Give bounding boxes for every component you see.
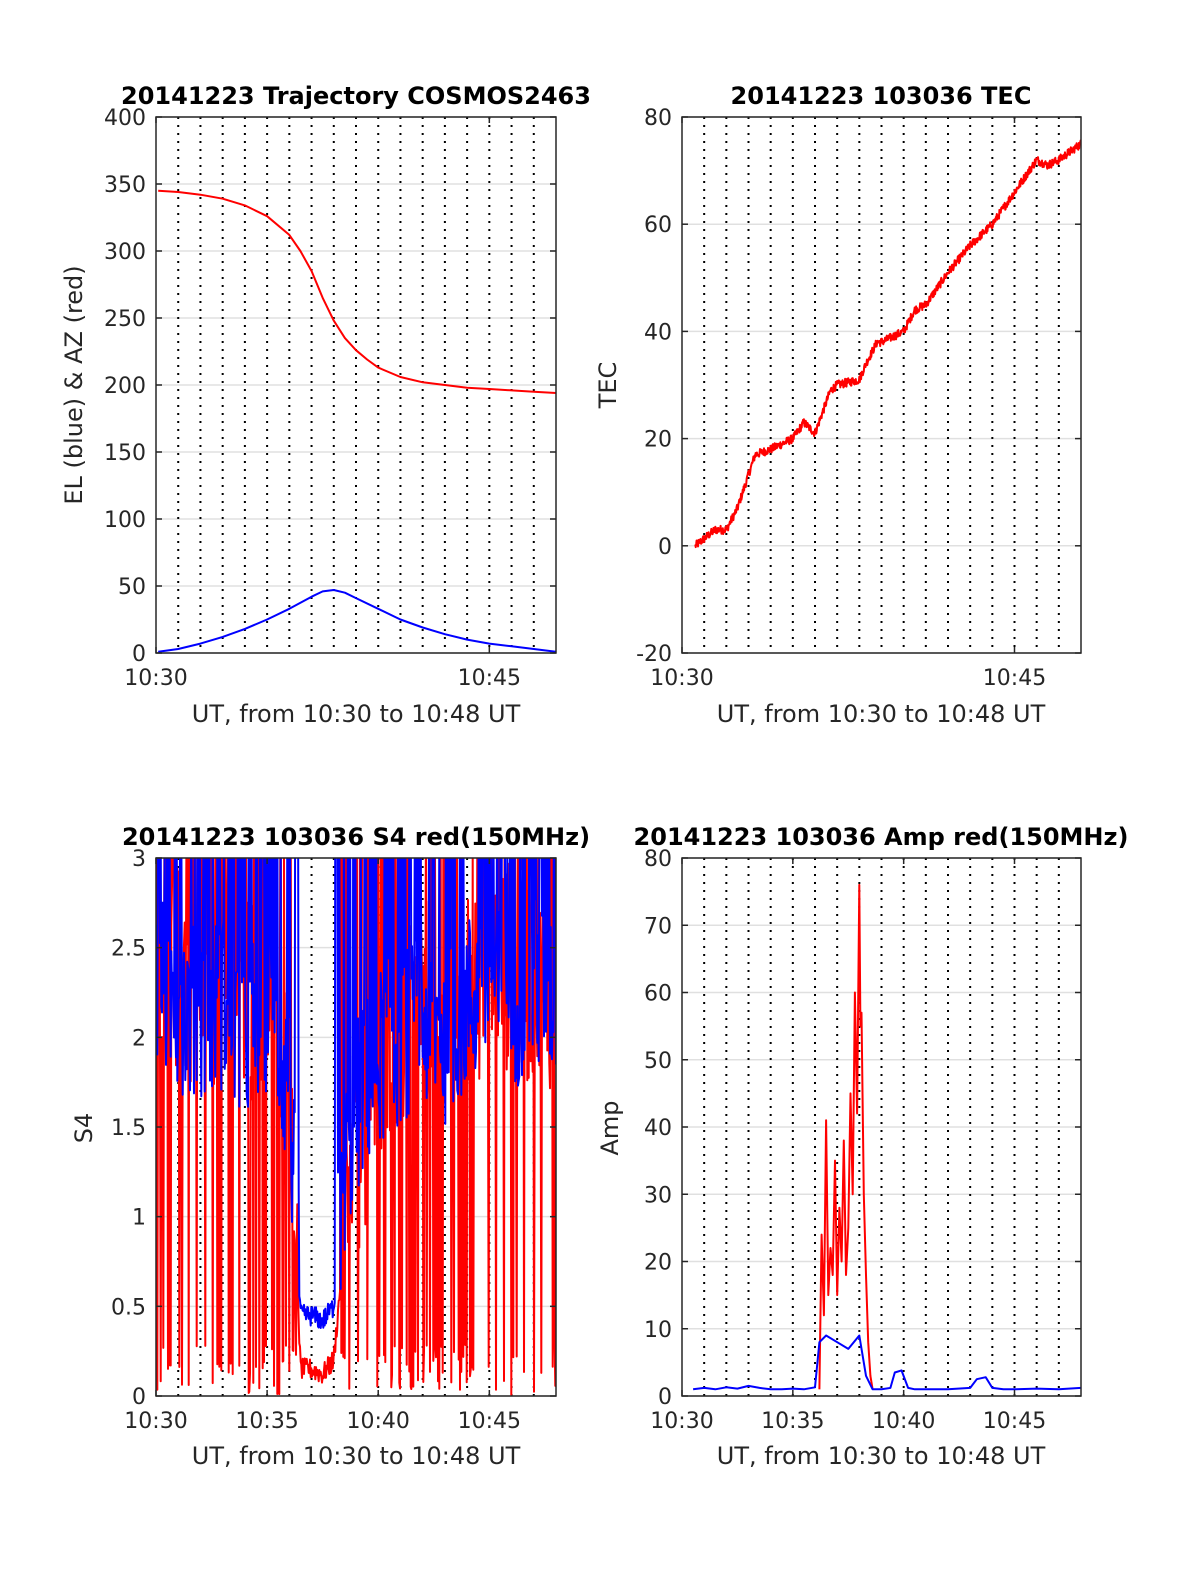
x-axis-label: UT, from 10:30 to 10:48 UT	[192, 1442, 521, 1470]
y-tick-label: 50	[644, 1049, 672, 1074]
y-tick-label: 350	[104, 173, 146, 198]
y-tick-label: 70	[644, 914, 672, 939]
y-tick-label: 30	[644, 1183, 672, 1208]
x-tick-label: 10:35	[235, 1409, 298, 1434]
y-tick-label: 0	[132, 642, 146, 667]
series-line-1	[692, 1334, 1081, 1391]
y-tick-label: 0.5	[111, 1295, 146, 1320]
series-line-0	[158, 189, 556, 394]
y-tick-label: 1	[132, 1206, 146, 1231]
chart-title: 20141223 103036 Amp red(150MHz)	[634, 823, 1129, 851]
y-tick-label: 10	[644, 1318, 672, 1343]
chart-tec: 20141223 103036 TEC UT, from 10:30 to 10…	[594, 82, 1082, 728]
series-line-0	[818, 883, 874, 1390]
x-tick-label: 10:45	[983, 666, 1046, 691]
y-tick-label: -20	[636, 642, 672, 667]
series-line-1	[156, 858, 556, 1329]
y-tick-label: 150	[104, 441, 146, 466]
y-axis-label: S4	[70, 1113, 98, 1144]
x-tick-label: 10:30	[124, 1409, 187, 1434]
x-tick-label: 10:40	[872, 1409, 935, 1434]
y-tick-label: 300	[104, 240, 146, 265]
series-line-0	[694, 139, 1081, 549]
y-tick-label: 60	[644, 982, 672, 1007]
y-tick-label: 0	[658, 535, 672, 560]
y-tick-label: 100	[104, 508, 146, 533]
x-tick-label: 10:45	[458, 666, 521, 691]
y-tick-label: 40	[644, 320, 672, 345]
y-tick-label: 2.5	[111, 937, 146, 962]
chart-title: 20141223 Trajectory COSMOS2463	[121, 82, 591, 110]
x-tick-label: 10:30	[650, 666, 713, 691]
x-axis-label: UT, from 10:30 to 10:48 UT	[717, 700, 1046, 728]
y-axis-label: Amp	[596, 1100, 624, 1155]
x-axis-label: UT, from 10:30 to 10:48 UT	[192, 700, 521, 728]
y-tick-label: 3	[132, 847, 146, 872]
chart-amp: 20141223 103036 Amp red(150MHz) UT, from…	[596, 823, 1128, 1470]
chart-title: 20141223 103036 S4 red(150MHz)	[122, 823, 590, 851]
y-tick-label: 60	[644, 213, 672, 238]
x-tick-label: 10:40	[347, 1409, 410, 1434]
chart-trajectory: 20141223 Trajectory COSMOS2463 UT, from …	[60, 82, 591, 728]
y-tick-label: 20	[644, 428, 672, 453]
y-tick-label: 200	[104, 374, 146, 399]
y-tick-label: 40	[644, 1116, 672, 1141]
y-tick-label: 80	[644, 106, 672, 131]
y-tick-label: 0	[132, 1385, 146, 1410]
y-tick-label: 50	[118, 575, 146, 600]
y-tick-label: 0	[658, 1385, 672, 1410]
series-line-1	[158, 589, 556, 653]
y-tick-label: 400	[104, 106, 146, 131]
y-tick-label: 80	[644, 847, 672, 872]
x-tick-label: 10:35	[761, 1409, 824, 1434]
y-tick-label: 2	[132, 1026, 146, 1051]
x-tick-label: 10:45	[458, 1409, 521, 1434]
x-tick-label: 10:30	[124, 666, 187, 691]
y-axis-label: TEC	[594, 362, 622, 410]
chart-title: 20141223 103036 TEC	[731, 82, 1032, 110]
y-tick-label: 1.5	[111, 1116, 146, 1141]
y-tick-label: 20	[644, 1251, 672, 1276]
y-axis-label: EL (blue) & AZ (red)	[60, 265, 88, 504]
axes-frame	[681, 116, 1082, 654]
x-tick-label: 10:45	[983, 1409, 1046, 1434]
x-axis-label: UT, from 10:30 to 10:48 UT	[717, 1442, 1046, 1470]
y-tick-label: 250	[104, 307, 146, 332]
x-tick-label: 10:30	[650, 1409, 713, 1434]
chart-s4: 20141223 103036 S4 red(150MHz) UT, from …	[70, 823, 590, 1470]
